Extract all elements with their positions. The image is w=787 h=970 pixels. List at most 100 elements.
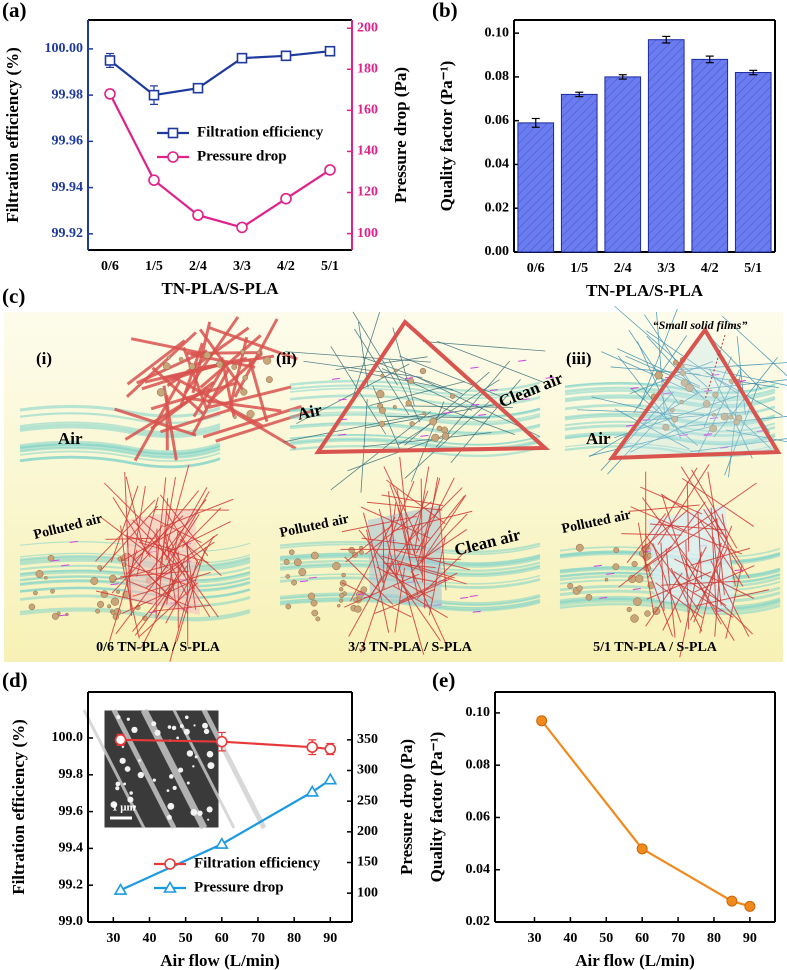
fibre [121, 579, 197, 614]
series-line [109, 50, 331, 97]
legend-marker [167, 127, 179, 139]
fibre [134, 564, 188, 636]
fibre [435, 360, 511, 448]
bar [560, 93, 598, 253]
fibre [230, 409, 297, 450]
marker [114, 734, 127, 746]
fibre [696, 589, 769, 607]
fibre [421, 476, 439, 564]
flow-arrow [606, 572, 615, 575]
fibre [126, 339, 186, 386]
fibre [724, 383, 760, 476]
panel-label: (b) [432, 0, 458, 22]
x-tick-label: 1/5 [570, 261, 588, 276]
fibre [233, 318, 279, 398]
caption: 0/6 TN-PLA / S-PLA [96, 640, 221, 655]
fibre [121, 524, 186, 562]
particle [680, 379, 689, 387]
particle [256, 350, 261, 355]
particle [644, 610, 651, 617]
note-label: “Small solid films” [653, 318, 748, 332]
particle [728, 414, 734, 420]
particle [378, 420, 386, 428]
fibre [673, 558, 755, 599]
fibre [725, 564, 743, 639]
flow-arrow [478, 413, 487, 416]
flow-arrow [308, 576, 317, 579]
flow-arrow [331, 377, 341, 380]
y2-tick-label: 200 [357, 824, 378, 839]
marker [192, 209, 204, 221]
fibre [639, 308, 678, 407]
particle [422, 411, 427, 416]
air-flow [19, 442, 221, 455]
y-tick-label: 99.8 [59, 767, 84, 782]
inset-bead [207, 818, 210, 821]
fibre [392, 585, 448, 618]
series-line [540, 720, 751, 908]
particle [712, 412, 716, 417]
particle [285, 574, 291, 579]
sub-label: (ii) [276, 349, 297, 368]
fibre [677, 582, 734, 618]
fibre [172, 491, 210, 555]
fibre [199, 334, 262, 389]
particle [633, 597, 642, 606]
fibre [159, 476, 177, 569]
particle [380, 373, 385, 378]
inset-bead [126, 717, 130, 721]
fibre [415, 477, 455, 554]
bar [604, 76, 642, 253]
particle [166, 355, 171, 360]
y-tick-label: 0.02 [466, 914, 491, 929]
y-tick-label: 0.06 [485, 113, 510, 128]
fibre [410, 513, 468, 573]
y-tick-label: 0.08 [485, 69, 510, 84]
y-tick-label: 99.6 [59, 804, 84, 819]
fibre [132, 571, 211, 597]
air-flow [289, 412, 541, 426]
marker [104, 88, 116, 100]
flow-arrow [61, 564, 70, 567]
air-flow [279, 600, 541, 612]
fibre [665, 548, 676, 638]
fibre [422, 494, 467, 561]
flow-arrow [489, 389, 498, 392]
x-tick-label: 5/1 [744, 261, 762, 276]
fibre [661, 580, 739, 586]
x-tick-label: 70 [671, 931, 685, 946]
air-flow [19, 455, 221, 469]
particle [449, 393, 456, 399]
flow-arrow [472, 610, 481, 613]
fibre [408, 556, 461, 561]
particle [298, 568, 307, 577]
fibre [657, 464, 710, 545]
fibre [601, 351, 699, 395]
flow-arrow [703, 434, 712, 437]
legend-marker [163, 880, 177, 893]
flow-arrow [470, 366, 479, 369]
x-tick-label: 40 [563, 931, 577, 946]
air-label: Air [296, 400, 324, 424]
air-label: Air [58, 429, 83, 448]
flow-arrow [545, 376, 554, 379]
x-tick-label: 5/1 [321, 259, 339, 274]
y2-axis-title: Pressure drop (Pa) [391, 67, 410, 203]
particle [233, 415, 237, 419]
caption: 3/3 TN-PLA / S-PLA [348, 640, 473, 655]
particle [107, 604, 112, 609]
inset-bead [127, 796, 134, 803]
fibre [640, 509, 689, 550]
inset-bead [176, 736, 180, 740]
y2-tick-label: 120 [357, 185, 378, 200]
inset-bead [166, 814, 172, 820]
inset-bead [202, 722, 208, 729]
fibre [399, 572, 458, 602]
inset-bead [171, 725, 177, 731]
particle [97, 600, 105, 608]
air-flow [289, 422, 541, 436]
fibre [381, 494, 443, 506]
particle [673, 359, 679, 366]
fibre [228, 336, 249, 409]
air-flow [289, 422, 541, 434]
